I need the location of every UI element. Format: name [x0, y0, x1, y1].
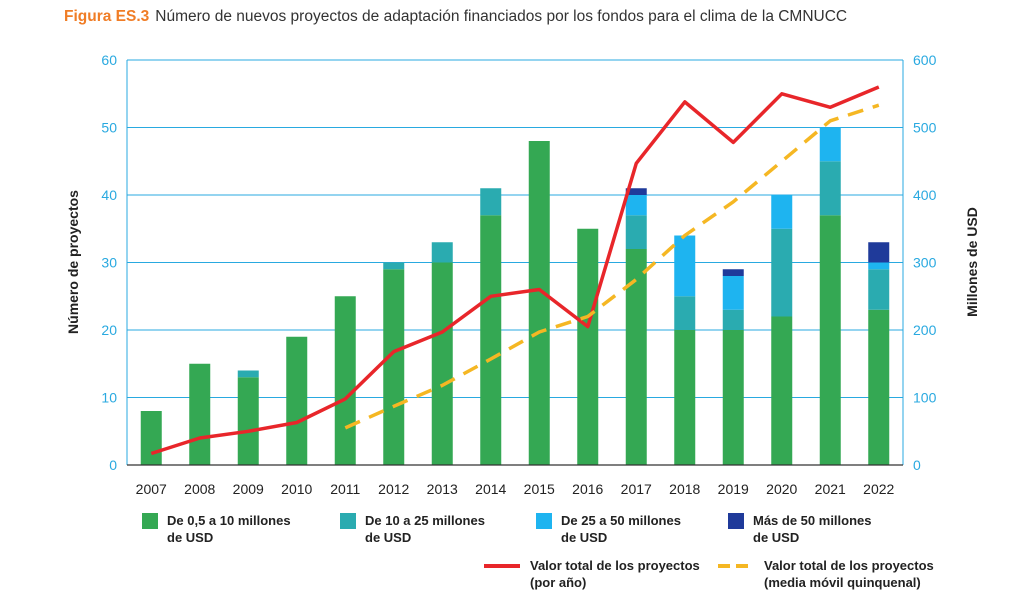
legend-line-swatch [484, 564, 520, 568]
bar-segment [528, 141, 550, 465]
bar-segment [868, 242, 890, 263]
lines [150, 85, 880, 456]
x-tick-label: 2009 [233, 481, 264, 497]
x-tick-label: 2020 [766, 481, 797, 497]
legend-swatch [536, 513, 552, 529]
legend-band-3: De 25 a 50 millones de USD [536, 512, 681, 546]
y2-tick-label: 100 [913, 390, 937, 406]
legend-swatch [728, 513, 744, 529]
bar-segment [868, 269, 890, 310]
x-tick-label: 2013 [427, 481, 458, 497]
figure-title-text: Número de nuevos proyectos de adaptación… [155, 8, 848, 25]
legend-band-2: De 10 a 25 millones de USD [340, 512, 485, 546]
y-axis-label: Número de proyectos [65, 190, 81, 334]
bar-segment [480, 188, 502, 216]
legend-label: Valor total de los proyectos (media móvi… [764, 558, 934, 590]
x-tick-label: 2007 [136, 481, 167, 497]
x-tick-label: 2018 [669, 481, 700, 497]
legend-total-value: Valor total de los proyectos (por año) [484, 557, 700, 591]
bar-segment [237, 370, 259, 378]
legend-label: De 0,5 a 10 millones de USD [167, 513, 291, 545]
legend-swatch [340, 513, 356, 529]
y-tick-label: 10 [101, 390, 117, 406]
bar-segment [771, 228, 793, 317]
bar-segment [771, 316, 793, 465]
y-tick-label: 0 [109, 457, 117, 473]
bar-segment [334, 296, 356, 465]
moving-average-line [344, 103, 880, 430]
figure-title: Figura ES.3 Número de nuevos proyectos de… [64, 8, 847, 26]
total-value-line [150, 85, 880, 456]
bar-segment [819, 215, 841, 465]
axes: 0 0 10 100 20 200 30 300 40 400 50 500 60 600 2007 2008… [101, 52, 936, 497]
bar-segment [286, 336, 308, 465]
bar-segment [383, 269, 405, 465]
y2-tick-label: 500 [913, 120, 937, 136]
bar-segment [625, 188, 647, 195]
legend-band-4: Más de 50 millones de USD [728, 512, 872, 546]
y2-tick-label: 600 [913, 52, 937, 68]
legend-label: De 25 a 50 millones de USD [561, 513, 681, 545]
bar-segment [237, 377, 259, 465]
bar-segment [577, 228, 599, 465]
legend-band-1: De 0,5 a 10 millones de USD [142, 512, 291, 546]
bar-segment [819, 127, 841, 162]
y-tick-label: 40 [101, 187, 117, 203]
legend-label: Más de 50 millones de USD [753, 513, 872, 545]
bar-segment [674, 296, 696, 330]
legend-label: Valor total de los proyectos (por año) [530, 558, 700, 590]
x-tick-label: 2014 [475, 481, 506, 497]
bar-segment [674, 235, 696, 297]
x-tick-label: 2019 [718, 481, 749, 497]
y2-tick-label: 200 [913, 322, 937, 338]
bar-segment [431, 262, 453, 465]
x-tick-label: 2008 [184, 481, 215, 497]
y2-axis-label: Millones de USD [964, 207, 980, 317]
x-tick-label: 2012 [378, 481, 409, 497]
bar-segment [722, 269, 744, 276]
bar-segment [771, 195, 793, 229]
bar-segment [868, 309, 890, 465]
bar-segment [722, 330, 744, 465]
x-tick-label: 2015 [524, 481, 555, 497]
bar-segment [722, 309, 744, 330]
x-tick-label: 2016 [572, 481, 603, 497]
bar-segment [868, 262, 890, 270]
bar-segment [625, 195, 647, 216]
bar-segment [189, 363, 211, 465]
bar-segment [625, 249, 647, 465]
x-tick-label: 2011 [330, 481, 360, 497]
bar-segment [819, 161, 841, 216]
bar-segment [431, 242, 453, 263]
y-tick-label: 50 [101, 120, 117, 136]
legend-label: De 10 a 25 millones de USD [365, 513, 485, 545]
y-tick-label: 30 [101, 255, 117, 271]
bar-segment [140, 411, 162, 465]
legend-swatch [142, 513, 158, 529]
bar-segment [383, 262, 405, 270]
y2-tick-label: 300 [913, 255, 937, 271]
y-tick-label: 60 [101, 52, 117, 68]
legend-line-swatch [718, 564, 754, 568]
y2-tick-label: 0 [913, 457, 921, 473]
bar-segment [722, 276, 744, 310]
y2-tick-label: 400 [913, 187, 937, 203]
y-tick-label: 20 [101, 322, 117, 338]
bars [140, 127, 890, 465]
bar-segment [674, 330, 696, 465]
x-tick-label: 2022 [863, 481, 894, 497]
figure-label: Figura ES.3 [64, 8, 150, 25]
bar-segment [625, 215, 647, 249]
x-tick-label: 2017 [621, 481, 652, 497]
x-tick-label: 2010 [281, 481, 312, 497]
x-tick-label: 2021 [815, 481, 846, 497]
legend-moving-average: Valor total de los proyectos (media móvi… [718, 557, 934, 591]
bar-segment [480, 215, 502, 465]
